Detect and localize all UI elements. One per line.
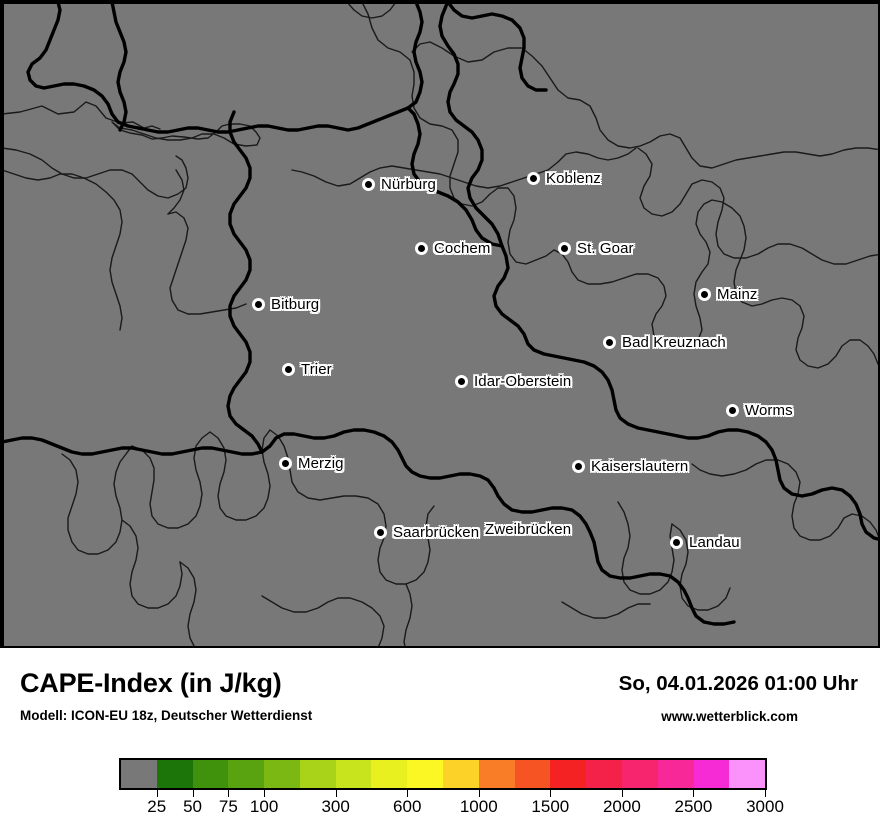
city-marker[interactable]: Bad Kreuznach (603, 334, 726, 351)
colorbar: 25 50 75 100 300 600 1000 1500 2000 2500 3000 (119, 758, 784, 824)
city-label: Bitburg (271, 296, 320, 313)
city-marker[interactable]: Cochem (415, 240, 490, 257)
city-dot-icon (279, 457, 292, 470)
city-dot-icon (362, 178, 375, 191)
state-boundaries (2, 2, 878, 626)
city-label: Idar-Oberstein (474, 373, 572, 390)
colorbar-tick (264, 790, 266, 797)
colorbar-segment (550, 760, 587, 788)
colorbar-tick-label: 3000 (746, 797, 784, 816)
city-dot-icon (252, 298, 265, 311)
city-marker[interactable]: St. Goar (558, 240, 634, 257)
city-label: Worms (745, 402, 793, 419)
colorbar-tick-label: 50 (183, 797, 203, 816)
colorbar-tick (228, 790, 230, 797)
colorbar-segment (371, 760, 408, 788)
colorbar-tick (478, 790, 480, 797)
colorbar-segment (586, 760, 622, 788)
city-label: St. Goar (577, 240, 634, 257)
map-vector-layer (2, 2, 878, 646)
city-label: Koblenz (546, 170, 601, 187)
city-marker[interactable]: Worms (726, 402, 793, 419)
colorbar-tick (407, 790, 409, 797)
city-dot-icon (603, 336, 616, 349)
colorbar-tick-label: 2500 (674, 797, 713, 816)
colorbar-segment (335, 760, 372, 788)
colorbar-segment (478, 760, 515, 788)
city-label: Bad Kreuznach (622, 334, 726, 351)
city-marker[interactable]: Koblenz (527, 170, 601, 187)
colorbar-tick (765, 790, 766, 797)
colorbar-tick-label: 600 (393, 797, 422, 816)
colorbar-tick-label: 100 (249, 797, 279, 816)
colorbar-segment (192, 760, 229, 788)
valid-datetime: So, 04.01.2026 01:00 Uhr (618, 672, 858, 695)
map-frame (2, 2, 878, 646)
city-marker[interactable]: Saarbrücken (374, 524, 479, 541)
city-label: Kaiserslautern (591, 458, 689, 475)
city-marker[interactable]: Idar-Oberstein (455, 373, 571, 390)
city-label: Landau (689, 534, 740, 551)
city-dot-icon (572, 460, 585, 473)
city-label: Trier (301, 361, 332, 378)
colorbar-segment (121, 760, 157, 788)
footer-panel: CAPE-Index (in J/kg) Modell: ICON-EU 18z… (0, 648, 880, 830)
colorbar-tick-label: 1500 (531, 797, 570, 816)
page-title: CAPE-Index (in J/kg) (20, 668, 282, 698)
city-dot-icon (415, 242, 428, 255)
website-url: www.wetterblick.com (661, 709, 798, 724)
city-marker[interactable]: Kaiserslautern (572, 458, 688, 475)
map-panel[interactable]: Nürburg Koblenz Cochem St. Goar Bitburg Mainz… (0, 0, 880, 648)
city-dot-icon (670, 536, 683, 549)
city-label: Nürburg (381, 176, 436, 193)
colorbar-segment (299, 760, 336, 788)
colorbar-tick-labels: 25 50 75 100 300 600 1000 1500 2000 2500 3000 (119, 797, 784, 823)
colorbar-tick-label: 75 (218, 797, 238, 816)
city-dot-icon (558, 242, 571, 255)
colorbar-gradient (119, 758, 767, 790)
colorbar-tick-label: 1000 (459, 797, 498, 816)
city-marker[interactable]: Landau (670, 534, 740, 551)
colorbar-segment (514, 760, 551, 788)
city-marker[interactable]: Zweibrücken (485, 521, 571, 538)
colorbar-tick (550, 790, 552, 797)
city-dot-icon (698, 288, 711, 301)
colorbar-ticks (119, 790, 767, 798)
regional-boundaries (2, 2, 878, 646)
colorbar-segment (729, 760, 766, 788)
colorbar-tick (156, 790, 158, 797)
colorbar-segment (407, 760, 444, 788)
colorbar-tick-label: 300 (321, 797, 350, 816)
city-marker[interactable]: Merzig (279, 455, 344, 472)
city-dot-icon (726, 404, 739, 417)
city-dot-icon (455, 375, 468, 388)
city-label: Cochem (434, 240, 491, 257)
city-marker[interactable]: Nürburg (362, 176, 436, 193)
city-marker[interactable]: Trier (282, 361, 332, 378)
colorbar-segment (443, 760, 479, 788)
colorbar-tick (335, 790, 337, 797)
colorbar-tick-label: 25 (147, 797, 167, 816)
city-marker[interactable]: Mainz (698, 286, 758, 303)
model-subtitle: Modell: ICON-EU 18z, Deutscher Wetterdie… (20, 708, 313, 723)
colorbar-tick (621, 790, 623, 797)
city-dot-icon (527, 172, 540, 185)
colorbar-tick-label: 2000 (602, 797, 641, 816)
colorbar-tick (192, 790, 194, 797)
colorbar-segment (228, 760, 265, 788)
colorbar-segment (156, 760, 193, 788)
city-dot-icon (282, 363, 295, 376)
city-label: Mainz (717, 286, 758, 303)
city-label: Merzig (298, 455, 344, 472)
colorbar-segment (693, 760, 730, 788)
city-marker[interactable]: Bitburg (252, 296, 319, 313)
colorbar-tick (693, 790, 695, 797)
city-dot-icon (374, 526, 387, 539)
colorbar-segment (264, 760, 300, 788)
colorbar-segment (657, 760, 694, 788)
city-label: Saarbrücken (393, 524, 480, 541)
colorbar-segment (621, 760, 658, 788)
city-label: Zweibrücken (485, 521, 572, 538)
